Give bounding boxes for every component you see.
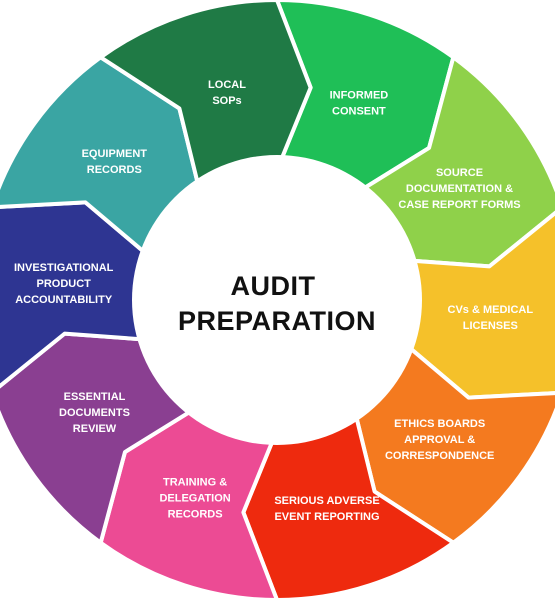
label-equipment-records: EQUIPMENT RECORDS	[82, 148, 148, 176]
label-ethics-boards-line-1: ETHICS BOARDS	[394, 418, 485, 430]
label-source-documentation-line-1: SOURCE	[436, 167, 483, 179]
label-investigational-product-line-3: ACCOUNTABILITY	[15, 294, 113, 306]
label-essential-documents-line-1: ESSENTIAL	[64, 391, 126, 403]
center-title: AUDIT PREPARATION	[178, 271, 376, 336]
label-informed-consent: INFORMED CONSENT	[330, 89, 389, 117]
label-ethics-boards-line-3: CORRESPONDENCE	[385, 450, 494, 462]
label-informed-consent-line-1: INFORMED	[330, 89, 389, 101]
label-serious-adverse-event-line-2: EVENT REPORTING	[274, 511, 379, 523]
label-serious-adverse-event-line-1: SERIOUS ADVERSE	[274, 495, 379, 507]
label-source-documentation-line-3: CASE REPORT FORMS	[398, 199, 520, 211]
center-title-line-2: PREPARATION	[178, 306, 376, 336]
label-source-documentation: SOURCE DOCUMENTATION & CASE REPORT FORMS	[398, 167, 520, 211]
label-source-documentation-line-2: DOCUMENTATION &	[406, 183, 513, 195]
center-title-line-1: AUDIT	[230, 271, 315, 301]
label-training-delegation-line-2: DELEGATION	[159, 493, 230, 505]
label-cvs-medical-licenses-line-1: CVs & MEDICAL	[448, 304, 534, 316]
label-essential-documents-line-2: DOCUMENTS	[59, 407, 130, 419]
label-ethics-boards-line-2: APPROVAL &	[404, 434, 475, 446]
label-equipment-records-line-2: RECORDS	[87, 164, 142, 176]
label-serious-adverse-event: SERIOUS ADVERSE EVENT REPORTING	[274, 495, 379, 523]
label-equipment-records-line-1: EQUIPMENT	[82, 148, 148, 160]
label-cvs-medical-licenses: CVs & MEDICAL LICENSES	[448, 304, 534, 332]
label-local-sops: LOCAL SOPs	[208, 79, 246, 107]
center-circle	[132, 155, 422, 445]
label-local-sops-line-2: SOPs	[212, 95, 241, 107]
label-training-delegation-line-1: TRAINING &	[163, 477, 227, 489]
label-local-sops-line-1: LOCAL	[208, 79, 246, 91]
label-training-delegation: TRAINING & DELEGATION RECORDS	[159, 477, 230, 521]
segment-labels: INFORMED CONSENT SOURCE DOCUMENTATION & CASE…	[14, 79, 533, 523]
label-investigational-product-line-1: INVESTIGATIONAL	[14, 262, 114, 274]
label-essential-documents: ESSENTIAL DOCUMENTS REVIEW	[59, 391, 130, 435]
label-ethics-boards: ETHICS BOARDS APPROVAL & CORRESPONDENCE	[385, 418, 494, 462]
label-training-delegation-line-3: RECORDS	[168, 509, 223, 521]
label-investigational-product: INVESTIGATIONAL PRODUCT ACCOUNTABILITY	[14, 262, 114, 306]
label-cvs-medical-licenses-line-2: LICENSES	[463, 320, 518, 332]
label-essential-documents-line-3: REVIEW	[73, 423, 117, 435]
label-investigational-product-line-2: PRODUCT	[37, 278, 92, 290]
label-informed-consent-line-2: CONSENT	[332, 105, 386, 117]
